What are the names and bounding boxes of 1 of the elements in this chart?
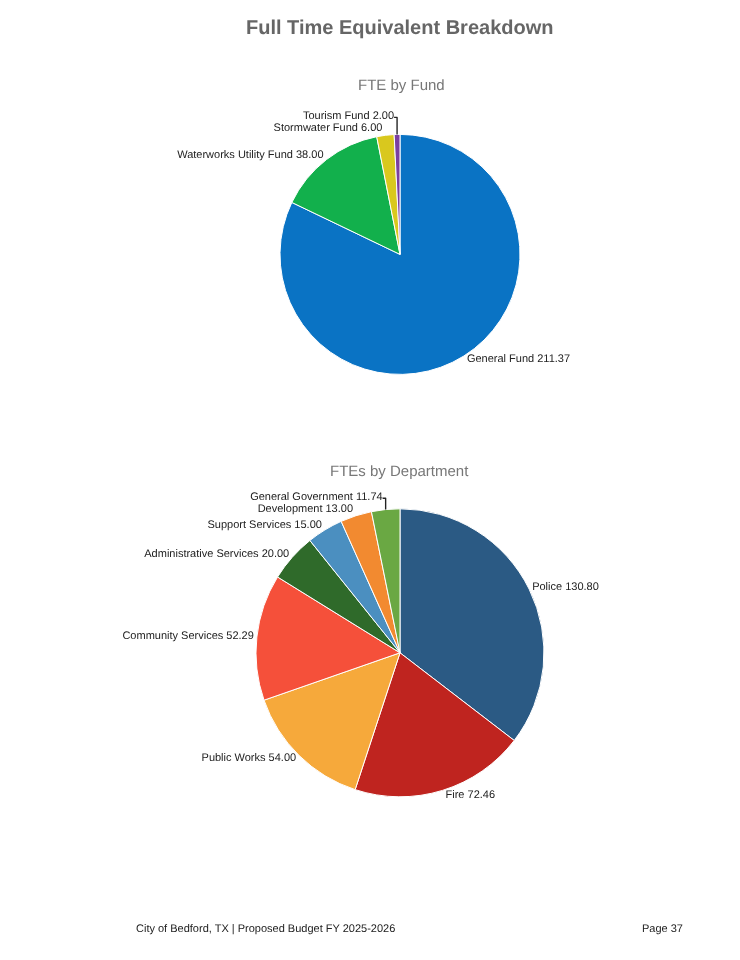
text: Full Time Equivalent Breakdown bbox=[246, 18, 554, 40]
